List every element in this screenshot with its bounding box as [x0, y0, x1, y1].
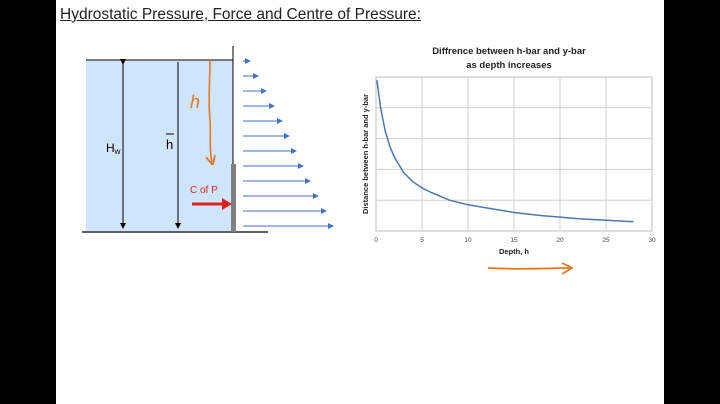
force-arrowhead: [222, 198, 232, 210]
x-tick-label: 10: [464, 237, 472, 244]
chart-subtitle: as depth increases: [466, 60, 552, 71]
ink-arrow: [209, 59, 212, 162]
x-tick-label: 5: [420, 237, 424, 244]
x-tick-label: 20: [556, 237, 564, 244]
depth-chart: Diffrence between h-bar and y-bar as dep…: [361, 46, 656, 275]
chart-ylabel: Distance between h-bar and y-bar: [361, 94, 370, 214]
ink-underline-arrow: [487, 267, 571, 270]
x-tick-label: 30: [648, 237, 656, 244]
label-cop: C of P: [190, 185, 218, 196]
chart-xlabel: Depth, h: [499, 247, 529, 256]
pressure-arrows: [243, 58, 334, 229]
ink-arrowhead: [561, 262, 574, 275]
chart-x-ticks: 0 5 10 15 20 25 30: [374, 237, 656, 244]
chart-title: Diffrence between h-bar and y-bar: [432, 46, 586, 57]
label-hw: Hw: [106, 141, 121, 156]
x-tick-label: 25: [602, 237, 610, 244]
slide: Hydrostatic Pressure, Force and Centre o…: [56, 0, 664, 404]
x-tick-label: 0: [374, 237, 378, 244]
chart-grid: [376, 77, 652, 231]
hydrostatic-diagram: Hw h C of P h: [82, 46, 334, 233]
ink-letter: h: [190, 92, 200, 112]
slide-title: Hydrostatic Pressure, Force and Centre o…: [60, 6, 421, 23]
x-tick-label: 15: [510, 237, 518, 244]
label-hbar: h: [166, 137, 173, 152]
series-line: [376, 80, 634, 223]
gate-plate: [231, 164, 236, 232]
